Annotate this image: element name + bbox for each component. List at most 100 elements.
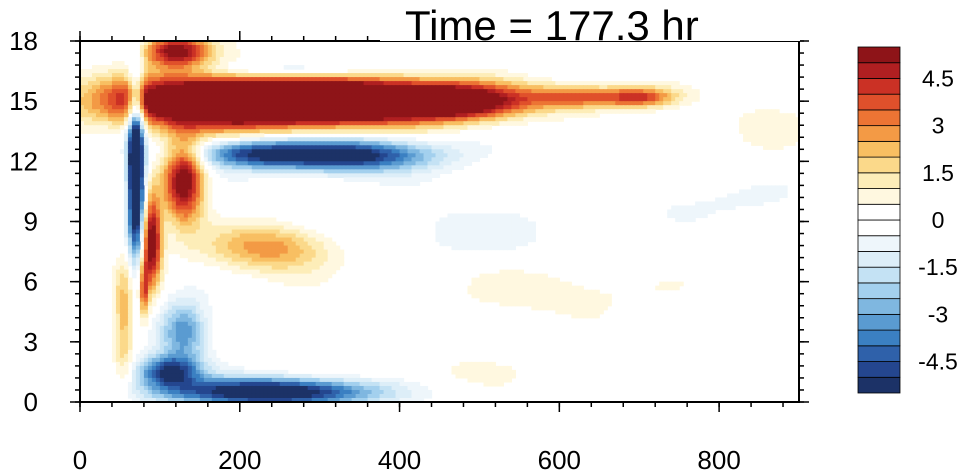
heatmap-cell — [211, 93, 217, 98]
heatmap-cell — [447, 73, 453, 78]
heatmap-cell — [303, 233, 309, 239]
heatmap-cell — [187, 89, 193, 94]
heatmap-cell — [335, 265, 341, 271]
heatmap-cell — [183, 213, 189, 219]
heatmap-cell — [183, 161, 189, 166]
heatmap-cell — [583, 297, 588, 303]
heatmap-cell — [183, 229, 189, 235]
heatmap-cell — [619, 105, 624, 110]
heatmap-cell — [567, 113, 572, 118]
heatmap-cell — [443, 101, 449, 106]
heatmap-cell — [775, 125, 780, 130]
heatmap-cell — [287, 273, 293, 279]
heatmap-cell — [359, 77, 365, 82]
heatmap-cell — [327, 269, 333, 275]
heatmap-cell — [531, 113, 536, 118]
heatmap-cell — [307, 277, 313, 283]
heatmap-cell — [347, 117, 353, 122]
heatmap-cell — [215, 249, 221, 255]
heatmap-cell — [751, 189, 756, 195]
heatmap-cell — [175, 193, 181, 199]
heatmap-cell — [91, 101, 97, 106]
heatmap-cell — [255, 145, 261, 150]
heatmap-cell — [299, 81, 305, 86]
heatmap-cell — [199, 65, 205, 70]
heatmap-cell — [483, 73, 489, 78]
heatmap-cell — [131, 253, 137, 259]
heatmap-cell — [215, 73, 221, 78]
heatmap-cell — [147, 129, 153, 134]
heatmap-cell — [83, 89, 89, 94]
heatmap-cell — [467, 241, 473, 247]
heatmap-cell — [539, 81, 544, 86]
heatmap-cell — [495, 89, 501, 94]
heatmap-cell — [163, 177, 169, 182]
heatmap-cell — [327, 89, 333, 94]
heatmap-cell — [259, 93, 265, 98]
heatmap-cell — [175, 185, 181, 191]
heatmap-cell — [475, 281, 481, 287]
heatmap-cell — [179, 133, 185, 138]
heatmap-cell — [315, 85, 321, 90]
heatmap-cell — [247, 109, 253, 114]
heatmap-cell — [191, 93, 197, 98]
heatmap-cell — [543, 273, 548, 279]
heatmap-cell — [199, 57, 205, 62]
heatmap-cell — [159, 165, 165, 170]
heatmap-cell — [163, 241, 169, 247]
heatmap-cell — [279, 157, 285, 162]
heatmap-cell — [483, 233, 489, 239]
heatmap-cell — [195, 109, 201, 114]
heatmap-cell — [535, 273, 540, 279]
heatmap-cell — [447, 77, 453, 82]
heatmap-cell — [531, 301, 536, 307]
heatmap-cell — [131, 161, 137, 166]
heatmap-cell — [239, 125, 245, 130]
heatmap-cell — [163, 97, 169, 102]
heatmap-cell — [443, 229, 449, 235]
heatmap-cell — [423, 85, 429, 90]
heatmap-cell — [499, 97, 505, 102]
heatmap-cell — [587, 113, 592, 118]
heatmap-cell — [343, 93, 349, 98]
heatmap-cell — [223, 153, 229, 158]
heatmap-cell — [199, 249, 205, 255]
heatmap-cell — [775, 197, 780, 203]
heatmap-cell — [735, 197, 740, 203]
heatmap-cell — [303, 269, 309, 275]
heatmap-cell — [207, 81, 213, 86]
heatmap-cell — [383, 181, 389, 186]
heatmap-cell — [299, 257, 305, 263]
heatmap-cell — [159, 97, 165, 102]
heatmap-cell — [491, 281, 497, 287]
heatmap-cell — [507, 269, 512, 275]
heatmap-cell — [563, 297, 568, 303]
heatmap-cell — [219, 153, 225, 158]
heatmap-cell — [103, 89, 109, 94]
heatmap-cell — [439, 105, 445, 110]
heatmap-cell — [295, 157, 301, 162]
heatmap-cell — [151, 57, 157, 62]
heatmap-cell — [147, 205, 153, 211]
heatmap-cell — [299, 153, 305, 158]
heatmap-cell — [499, 217, 505, 223]
heatmap-cell — [459, 241, 465, 247]
heatmap-cell — [167, 185, 173, 191]
heatmap-cell — [235, 101, 241, 106]
heatmap-cell — [135, 229, 141, 235]
heatmap-cell — [271, 265, 277, 271]
heatmap-cell — [147, 85, 153, 90]
heatmap-cell — [323, 253, 329, 259]
heatmap-cell — [683, 101, 688, 106]
heatmap-cell — [139, 113, 145, 118]
heatmap-cell — [147, 53, 153, 58]
heatmap-cell — [187, 221, 193, 227]
heatmap-cell — [435, 141, 441, 146]
heatmap-cell — [391, 153, 397, 158]
heatmap-cell — [199, 225, 205, 231]
heatmap-cell — [463, 105, 469, 110]
heatmap-cell — [391, 165, 397, 170]
heatmap-cell — [575, 101, 580, 106]
heatmap-cell — [387, 81, 393, 86]
heatmap-cell — [311, 277, 317, 283]
